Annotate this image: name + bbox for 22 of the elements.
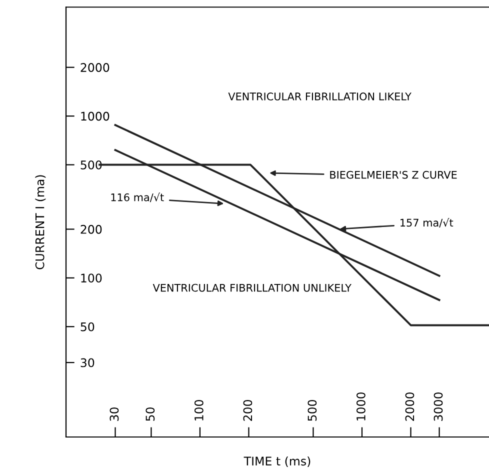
x-tick-label: 1000 (356, 392, 366, 420)
y-axis-title: CURRENT I (ma) (35, 175, 46, 270)
y-tick-label: 1000 (81, 112, 110, 121)
y-tick-label: 30 (80, 358, 94, 368)
y-tick-label: 50 (80, 322, 94, 332)
y-tick-label: 200 (80, 224, 102, 234)
annotation: VENTRICULAR FIBRILLATION LIKELY (228, 92, 412, 100)
x-tick-label: 500 (308, 400, 317, 421)
annotation: VENTRICULAR FIBRILLATION UNLIKELY (152, 284, 352, 292)
x-tick-label: 50 (146, 407, 155, 421)
x-tick-label: 3000 (434, 392, 443, 421)
x-tick-label: 30 (110, 407, 119, 421)
x-tick-label: 100 (194, 400, 204, 420)
annotation: BIEGELMEIER'S Z CURVE (330, 170, 457, 179)
x-axis-title: TIME t (ms) (244, 456, 310, 467)
y-tick-label: 2000 (80, 63, 110, 72)
y-tick-label: 500 (80, 160, 102, 170)
x-tick-label: 2000 (405, 392, 414, 421)
annotation: 116 ma/√t (111, 192, 164, 202)
x-tick-label: 200 (243, 400, 252, 421)
y-tick-label: 100 (81, 274, 102, 283)
annotation: 157 ma/√t (400, 218, 454, 228)
